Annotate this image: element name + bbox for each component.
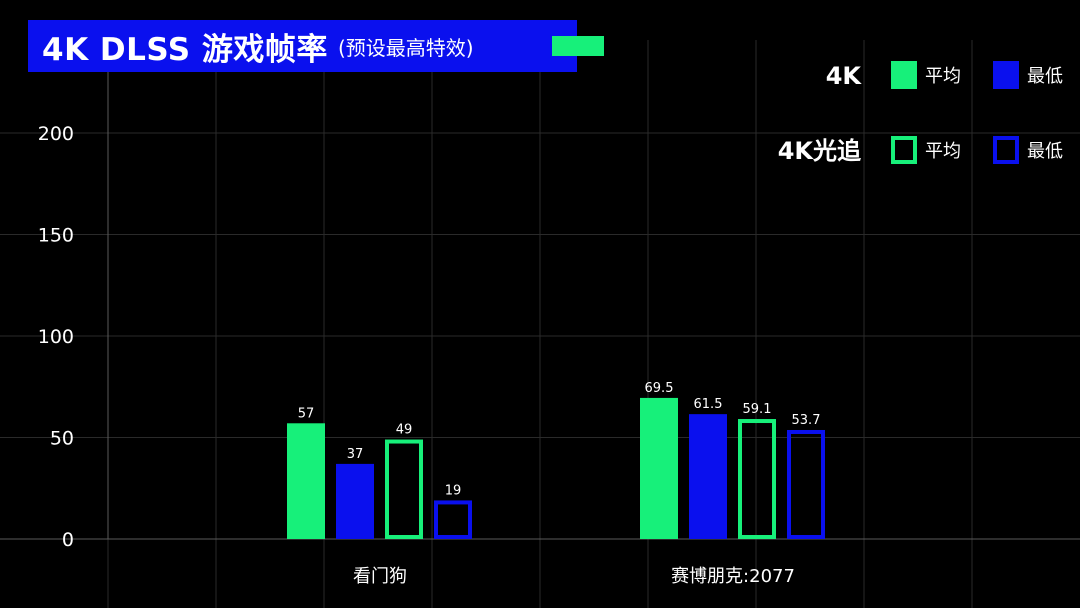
- chart-title: 4K DLSS 游戏帧率: [42, 31, 328, 68]
- chart-subtitle: (预设最高特效): [337, 35, 474, 60]
- bar-min-4k: [336, 463, 374, 539]
- title-accent-bar: [552, 36, 604, 56]
- bar-avg-4k-rt: [385, 439, 423, 539]
- y-tick-label: 50: [50, 428, 74, 450]
- y-tick-label: 200: [38, 123, 74, 145]
- data-label: 69.5: [645, 381, 674, 396]
- legend-item-label: 平均: [925, 141, 961, 162]
- chart-title-box: 4K DLSS 游戏帧率 (预设最高特效): [28, 20, 577, 72]
- y-tick-label: 0: [62, 529, 74, 551]
- y-tick-label: 100: [38, 326, 74, 348]
- legend-item-label: 最低: [1027, 66, 1063, 87]
- bar-min-4k-rt: [787, 429, 825, 540]
- bar-avg-4k-rt: [738, 419, 776, 540]
- bar-min-4k-rt: [434, 500, 472, 539]
- legend-item-label: 平均: [925, 66, 961, 87]
- legend-item-label: 最低: [1027, 141, 1063, 162]
- data-label: 53.7: [792, 413, 821, 428]
- data-label: 59.1: [743, 402, 772, 417]
- legend-group-label: 4K光追: [778, 137, 862, 165]
- bar-avg-4k: [287, 423, 325, 539]
- legend-swatch: [891, 61, 917, 89]
- data-label: 49: [396, 423, 413, 438]
- legend-swatch: [993, 61, 1019, 89]
- data-label: 57: [298, 406, 315, 421]
- data-label: 19: [445, 483, 462, 498]
- y-tick-label: 150: [38, 225, 74, 247]
- bar-avg-4k: [640, 397, 678, 539]
- data-label: 61.5: [694, 397, 723, 412]
- legend-swatch: [891, 136, 917, 164]
- legend-swatch: [993, 136, 1019, 164]
- data-label: 37: [347, 447, 364, 462]
- bar-min-4k: [689, 414, 727, 539]
- legend-group-label: 4K: [826, 62, 863, 90]
- x-category-label: 看门狗: [353, 566, 407, 587]
- x-category-label: 赛博朋克:2077: [671, 566, 795, 587]
